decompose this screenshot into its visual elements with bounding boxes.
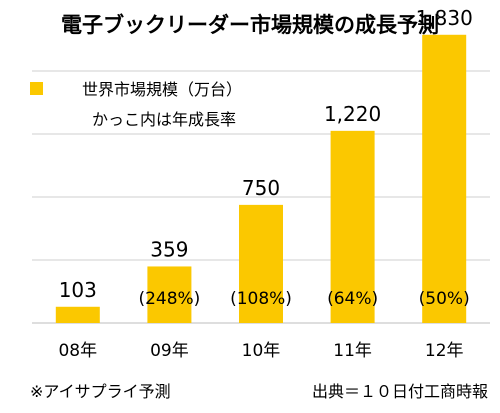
bars [55, 34, 467, 324]
growth-rate-label: (64%) [327, 289, 378, 309]
x-tick-label: 11年 [333, 341, 372, 361]
growth-rate-label: (50%) [419, 289, 470, 309]
x-tick-label: 10年 [242, 341, 281, 361]
legend-swatch [30, 82, 43, 95]
growth-rate-label: (108%) [230, 289, 292, 309]
chart-title: 電子ブックリーダー市場規模の成長予測 [61, 13, 439, 37]
bar [239, 204, 283, 323]
bar-value-label: 1,830 [416, 6, 473, 30]
bar [422, 34, 467, 324]
bar [147, 266, 192, 323]
bar-value-label: 359 [150, 237, 188, 261]
growth-rate-label: (248%) [138, 289, 200, 309]
bar-value-label: 750 [242, 176, 280, 200]
legend-label: 世界市場規模（万台） [82, 80, 242, 99]
value-labels: 103 359 (248%) 750 (108%) 1,220 (64%) 1,830 (50%… [59, 6, 473, 309]
bar-value-label: 1,220 [324, 102, 381, 126]
x-tick-label: 08年 [58, 341, 97, 361]
bar-value-label: 103 [59, 278, 97, 302]
legend-note: かっこ内は年成長率 [92, 110, 236, 129]
footnote-source-credit: 出典＝１０日付工商時報 [312, 382, 488, 401]
x-tick-label: 09年 [150, 341, 189, 361]
footnote-source-forecast: ※アイサプライ予測 [30, 382, 171, 401]
bar [330, 130, 375, 323]
bar [55, 306, 100, 323]
x-tick-labels: 08年 09年 10年 11年 12年 [58, 341, 463, 361]
x-tick-label: 12年 [425, 341, 464, 361]
